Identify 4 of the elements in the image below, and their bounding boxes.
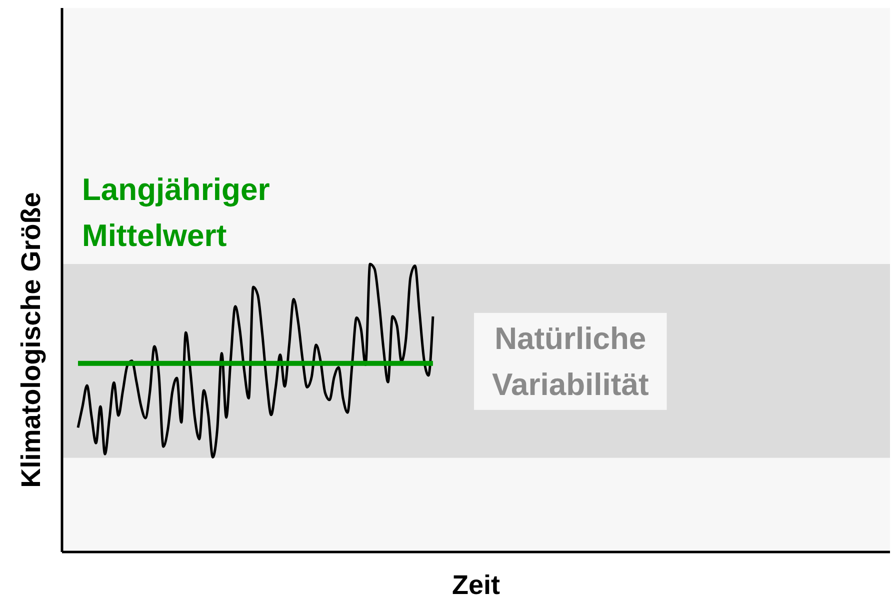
- text: Langjähriger Mittelwert: [82, 172, 270, 253]
- band-label: Natürliche Variabilität: [492, 320, 649, 402]
- x-axis-title: Zeit: [452, 570, 500, 600]
- y-axis-title: Klimatologische Größe: [16, 192, 46, 488]
